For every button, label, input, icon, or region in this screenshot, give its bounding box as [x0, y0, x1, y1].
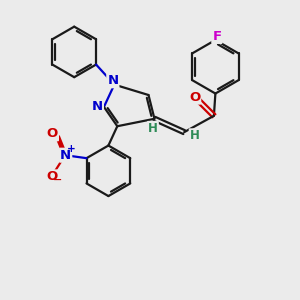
Text: N: N — [92, 100, 103, 113]
Text: H: H — [190, 129, 200, 142]
Text: O: O — [47, 127, 58, 140]
Text: −: − — [52, 175, 62, 185]
Text: F: F — [212, 30, 221, 43]
Text: O: O — [46, 170, 57, 183]
Text: H: H — [148, 122, 158, 135]
Text: N: N — [107, 74, 118, 87]
Text: +: + — [67, 144, 76, 154]
Text: O: O — [189, 91, 200, 103]
Text: N: N — [60, 149, 71, 162]
